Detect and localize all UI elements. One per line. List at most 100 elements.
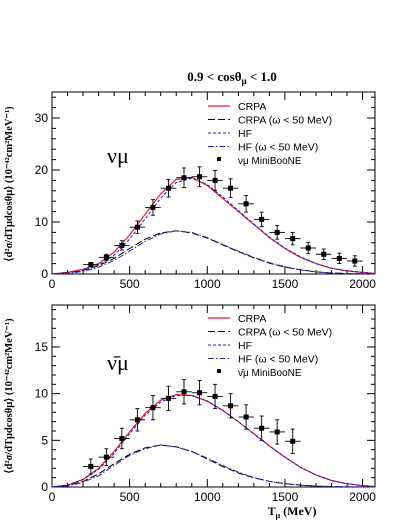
y-tick-label: 30 (35, 111, 49, 125)
x-tick-label: 500 (120, 490, 140, 504)
x-tick-label: 0 (49, 490, 56, 504)
data-marker (274, 429, 280, 435)
data-marker (352, 258, 358, 264)
data-point (222, 393, 239, 419)
data-point (191, 166, 208, 188)
x-tick-label: 500 (120, 277, 140, 291)
data-point (176, 167, 192, 189)
data-marker (243, 201, 249, 207)
x-tick-label: 1500 (272, 277, 299, 291)
data-marker (274, 229, 280, 235)
top-panel: 0 500 1000 1500 2000 0 10 20 30 νμ CRPA CRPA (ω <… (3, 91, 376, 291)
legend-label: HF (238, 128, 252, 140)
y-tick-label: 5 (41, 433, 48, 447)
data-point (300, 241, 316, 255)
data-point (114, 427, 130, 450)
x-tick-label: 1500 (272, 490, 299, 504)
bottom-data-points (83, 379, 301, 475)
y-tick-label: 0 (41, 267, 48, 281)
top-axis-ticks: 0 500 1000 1500 2000 0 10 20 30 (35, 92, 376, 291)
data-point (269, 225, 285, 240)
data-point (253, 211, 270, 228)
data-point (222, 178, 239, 199)
data-point (114, 240, 130, 251)
data-marker (259, 216, 265, 222)
bottom-panel: 0 500 1000 1500 2000 0 5 10 15 ν̄μ CRPA CRPA (ω <… (3, 304, 376, 504)
y-tick-label: 15 (35, 340, 49, 354)
data-marker (228, 403, 234, 409)
data-marker (150, 405, 156, 411)
data-marker (103, 254, 109, 260)
data-marker (119, 242, 125, 248)
legend-label: ν̄μ MiniBooNE (238, 368, 302, 379)
data-point (98, 448, 115, 466)
data-marker (165, 185, 171, 191)
data-marker (197, 390, 203, 396)
y-tick-label: 0 (41, 480, 48, 494)
y-tick-label: 20 (35, 163, 49, 177)
bottom-legend: CRPA CRPA (ω < 50 MeV)HF HF (ω < 50 MeV) ν̄… (208, 313, 332, 379)
figure-title: 0.9 < cosθμ < 1.0 (187, 69, 277, 86)
data-point (98, 253, 115, 261)
data-point (284, 231, 301, 246)
x-tick-label: 1000 (194, 490, 221, 504)
data-point (145, 199, 161, 216)
data-point (160, 178, 177, 198)
y-tick-label: 10 (35, 215, 49, 229)
data-point (253, 415, 270, 441)
data-marker (321, 251, 327, 257)
data-marker (181, 175, 187, 181)
data-point (83, 262, 99, 268)
data-point (238, 195, 254, 213)
legend-label: CRPA (ω < 50 MeV) (238, 327, 332, 339)
data-marker (212, 177, 218, 183)
y-tick-label: 10 (35, 387, 49, 401)
bottom-plot-frame (51, 304, 376, 488)
data-point (191, 380, 208, 406)
data-marker (150, 204, 156, 210)
legend-swatch-data (217, 369, 221, 373)
data-marker (243, 414, 249, 420)
data-marker (290, 236, 296, 242)
top-model-curves (51, 176, 376, 275)
data-point (83, 458, 99, 475)
series-line-solid (51, 176, 376, 275)
x-tick-label: 1000 (194, 277, 221, 291)
data-marker (119, 435, 125, 441)
x-tick-label: 2000 (349, 490, 376, 504)
legend-label: νμ MiniBooNE (238, 156, 302, 167)
data-point (238, 404, 254, 430)
x-tick-label: 2000 (349, 277, 376, 291)
data-point (129, 408, 146, 432)
data-marker (259, 425, 265, 431)
data-marker (228, 185, 234, 191)
legend-label: HF (238, 340, 252, 352)
series-line-dashdot (51, 444, 376, 488)
data-marker (305, 245, 311, 251)
data-point (176, 379, 192, 405)
data-point (160, 385, 177, 411)
data-marker (290, 438, 296, 444)
bottom-panel-label: ν̄μ (107, 350, 129, 375)
top-y-axis-label: ⟨d²σ/dTμdcosθμ⟩ (10⁻⁴²cm²MeV⁻¹) (3, 106, 15, 262)
data-marker (181, 389, 187, 395)
data-point (129, 220, 146, 234)
legend-swatch-data (217, 157, 221, 161)
data-point (284, 428, 301, 454)
top-panel-label: νμ (107, 143, 129, 168)
bottom-y-axis-label: ⟨d²σ/dTμdcosθμ⟩ (10⁻⁴²cm²MeV⁻¹) (3, 318, 15, 474)
data-point (145, 395, 161, 421)
x-tick-label: 0 (49, 277, 56, 291)
legend-label: HF (ω < 50 MeV) (238, 142, 318, 154)
data-point (331, 252, 348, 265)
data-marker (103, 454, 109, 460)
top-legend: CRPA CRPA (ω < 50 MeV)HF HF (ω < 50 MeV) νμ… (208, 101, 332, 167)
data-marker (165, 395, 171, 401)
data-marker (212, 393, 218, 399)
data-point (347, 255, 363, 267)
data-point (269, 419, 285, 445)
data-marker (134, 417, 140, 423)
series-line-dashdot (51, 230, 376, 275)
data-point (207, 170, 223, 191)
data-point (207, 383, 223, 410)
